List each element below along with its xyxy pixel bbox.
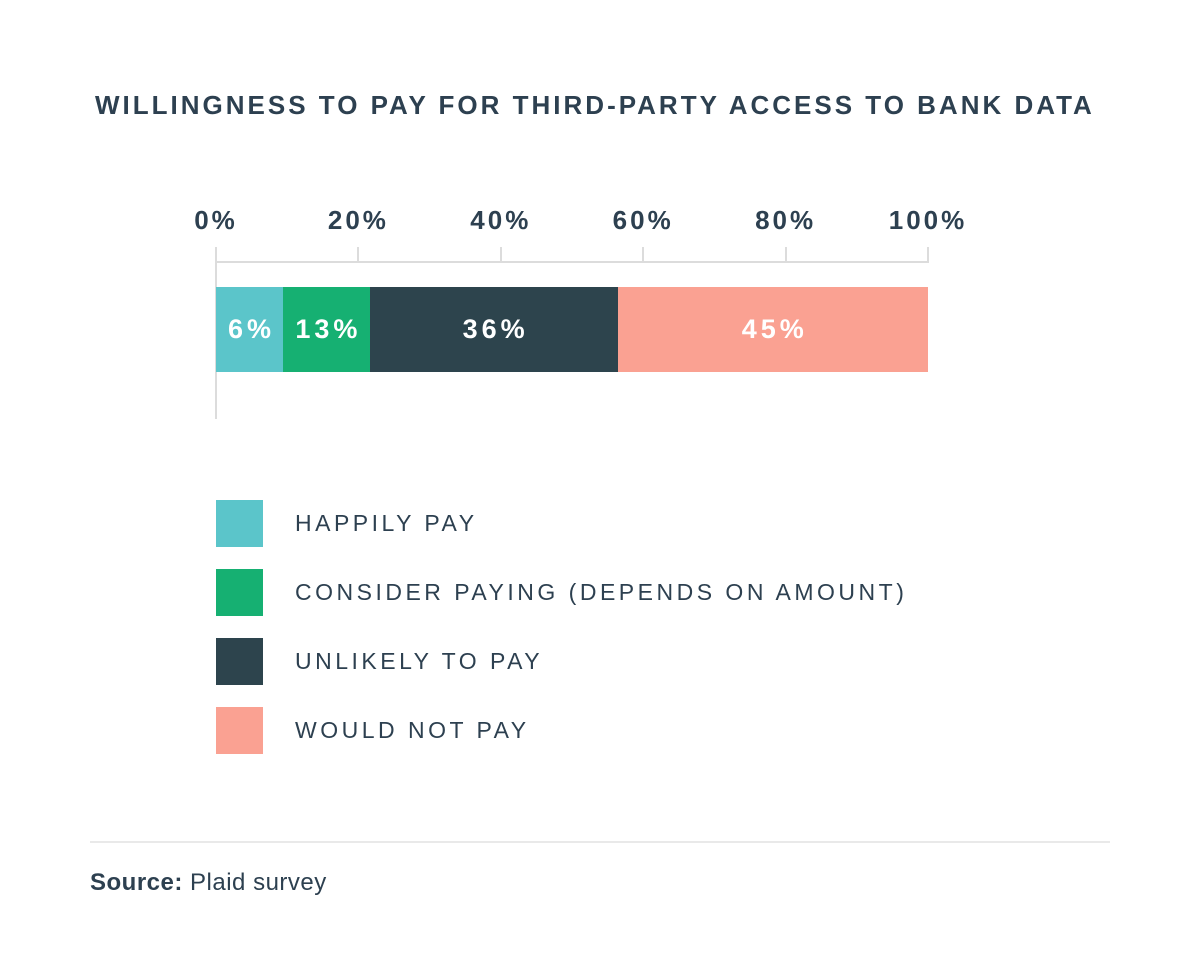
x-axis-tick	[642, 247, 645, 263]
legend-item-would-not-pay: WOULD NOT PAY	[216, 707, 907, 754]
source-line: Source: Plaid survey	[90, 869, 327, 897]
chart-title: WILLINGNESS TO PAY FOR THIRD-PARTY ACCES…	[95, 90, 1095, 120]
bar-segment-value-label: 45%	[741, 314, 808, 344]
bar-segment-value-label: 13%	[295, 314, 362, 344]
bar-segment-value-label: 36%	[462, 314, 529, 344]
legend-label: UNLIKELY TO PAY	[295, 648, 544, 674]
x-axis-tick-label: 100%	[888, 205, 968, 235]
stacked-bar-chart: 0% 20% 40% 60% 80% 100% 6% 13% 36%	[194, 200, 964, 430]
legend-swatch-happily-pay	[216, 500, 263, 547]
x-axis-tick-label: 40%	[470, 205, 532, 235]
x-axis-tick	[784, 247, 787, 263]
bar-segment-happily-pay: 6%	[216, 287, 283, 372]
x-axis-line	[216, 261, 928, 263]
x-axis-tick-label: 20%	[327, 205, 389, 235]
x-axis-tick	[357, 247, 360, 263]
legend-label: CONSIDER PAYING (DEPENDS ON AMOUNT)	[295, 579, 908, 605]
x-axis-tick	[499, 247, 502, 263]
divider	[90, 841, 1110, 843]
legend-swatch-unlikely-to-pay	[216, 638, 263, 685]
legend-item-consider-paying: CONSIDER PAYING (DEPENDS ON AMOUNT)	[216, 569, 907, 616]
bar-segment-value-label: 6%	[227, 314, 275, 344]
legend-swatch-consider-paying	[216, 569, 263, 616]
legend-item-unlikely-to-pay: UNLIKELY TO PAY	[216, 638, 907, 685]
source-label: Source:	[90, 869, 183, 896]
x-axis-tick-label: 0%	[194, 205, 238, 235]
legend-label: HAPPILY PAY	[295, 510, 478, 536]
x-axis-tick	[927, 247, 929, 263]
x-axis-tick-label: 60%	[612, 205, 674, 235]
legend-label: WOULD NOT PAY	[295, 717, 530, 743]
bar-segment-consider-paying: 13%	[282, 287, 370, 372]
legend-swatch-would-not-pay	[216, 707, 263, 754]
bar-segment-unlikely-to-pay: 36%	[369, 287, 618, 372]
bar-segment-would-not-pay: 45%	[617, 287, 928, 372]
x-axis-labels: 0% 20% 40% 60% 80% 100%	[194, 200, 964, 236]
x-axis-tick-label: 80%	[755, 205, 817, 235]
stacked-bar: 6% 13% 36% 45%	[216, 287, 928, 372]
legend: HAPPILY PAY CONSIDER PAYING (DEPENDS ON …	[216, 500, 907, 776]
legend-item-happily-pay: HAPPILY PAY	[216, 500, 907, 547]
source-text: Plaid survey	[190, 869, 327, 896]
